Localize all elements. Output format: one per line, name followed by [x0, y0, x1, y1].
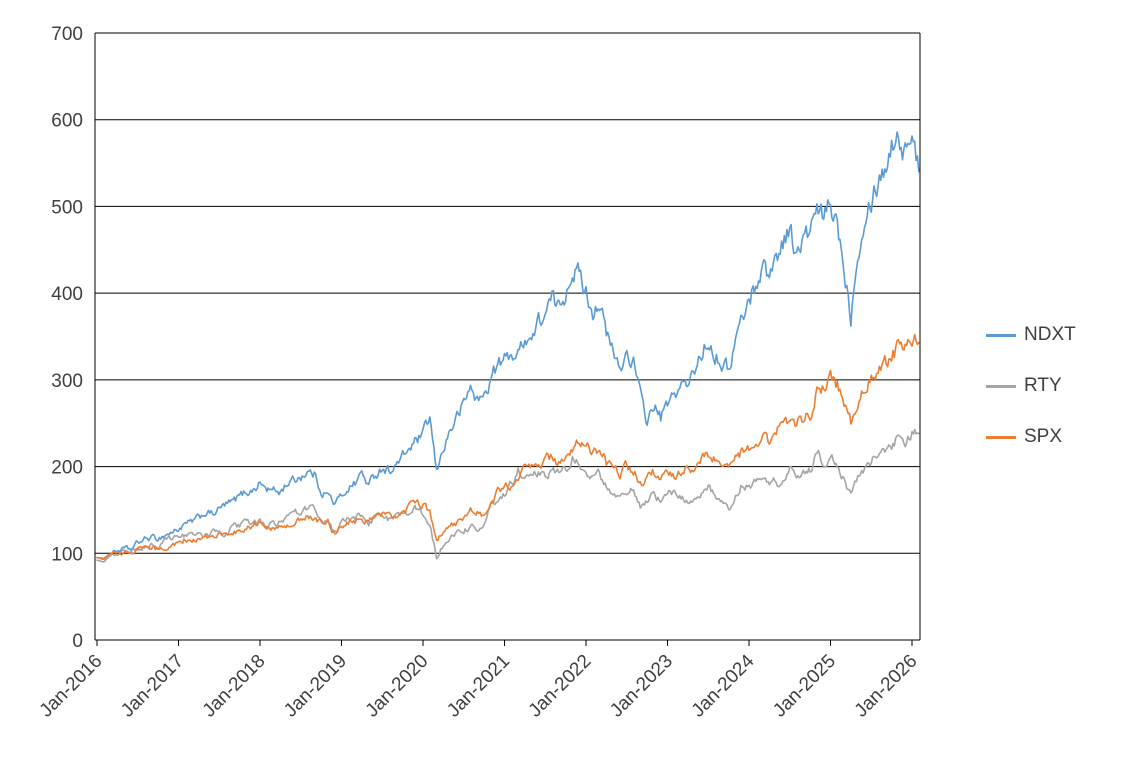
y-tick-label: 0 — [72, 631, 83, 652]
series-line-spx — [96, 333, 920, 560]
x-tick-label: Jan-2019 — [280, 651, 351, 722]
series-line-ndxt — [96, 131, 920, 561]
x-tick-label: Jan-2025 — [769, 651, 840, 722]
x-tick-label: Jan-2023 — [606, 651, 677, 722]
x-tick-label: Jan-2022 — [525, 651, 596, 722]
x-tick-label: Jan-2026 — [851, 651, 922, 722]
y-tick-label: 400 — [51, 284, 83, 305]
y-tick-label: 700 — [51, 24, 83, 45]
legend-label-spx: SPX — [1024, 426, 1063, 447]
y-tick-label: 200 — [51, 458, 83, 479]
y-tick-label: 100 — [51, 544, 83, 565]
x-tick-label: Jan-2021 — [443, 651, 514, 722]
y-tick-label: 600 — [51, 111, 83, 132]
x-tick-label: Jan-2020 — [362, 651, 433, 722]
legend-item-ndxt: NDXT — [986, 320, 1076, 350]
y-tick-label: 300 — [51, 371, 83, 392]
x-tick-label: Jan-2016 — [36, 651, 107, 722]
legend-item-spx: SPX — [986, 422, 1076, 452]
chart-legend: NDXT RTY SPX — [986, 320, 1076, 473]
legend-item-rty: RTY — [986, 371, 1076, 401]
x-tick-label: Jan-2017 — [117, 651, 188, 722]
x-tick-label: Jan-2018 — [199, 651, 270, 722]
legend-label-ndxt: NDXT — [1024, 324, 1076, 345]
x-tick-label: Jan-2024 — [688, 650, 759, 721]
legend-swatch-ndxt — [986, 333, 1016, 337]
y-tick-label: 500 — [51, 197, 83, 218]
legend-swatch-rty — [986, 384, 1016, 388]
series-line-rty — [96, 428, 920, 563]
legend-swatch-spx — [986, 435, 1016, 439]
legend-label-rty: RTY — [1024, 375, 1062, 396]
